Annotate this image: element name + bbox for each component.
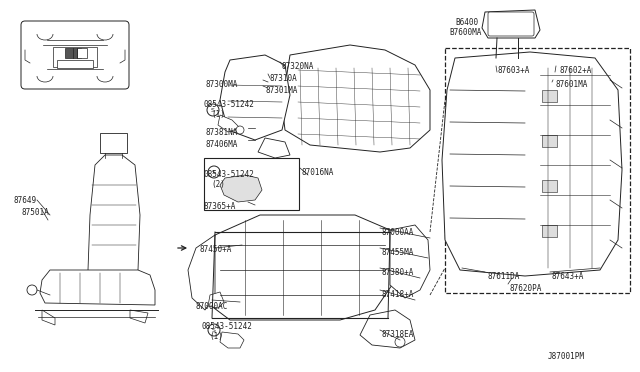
- Text: 87406MA: 87406MA: [205, 140, 237, 149]
- Text: 87000AA: 87000AA: [382, 228, 414, 237]
- Text: 87365+A: 87365+A: [204, 202, 236, 211]
- Circle shape: [236, 126, 244, 134]
- Bar: [445, 48, 630, 293]
- Bar: [77, 48, 87, 58]
- Bar: [542, 90, 557, 102]
- Bar: [57, 60, 93, 68]
- Polygon shape: [482, 10, 540, 38]
- Polygon shape: [258, 138, 290, 158]
- Text: 87418+A: 87418+A: [382, 290, 414, 299]
- Text: 87310A: 87310A: [270, 74, 298, 83]
- Text: (1): (1): [211, 110, 225, 119]
- Polygon shape: [220, 55, 290, 140]
- Text: 87320NA: 87320NA: [282, 62, 314, 71]
- Text: 87300MA: 87300MA: [205, 80, 237, 89]
- Bar: [204, 158, 299, 210]
- Polygon shape: [282, 45, 430, 152]
- Text: S: S: [212, 170, 216, 175]
- Text: (2): (2): [211, 180, 225, 189]
- Polygon shape: [220, 175, 262, 202]
- Text: 87603+A: 87603+A: [498, 66, 531, 75]
- Polygon shape: [390, 225, 430, 298]
- Text: 87620PA: 87620PA: [510, 284, 542, 293]
- Text: 87000AC: 87000AC: [196, 302, 228, 311]
- Bar: [542, 180, 557, 192]
- FancyBboxPatch shape: [21, 21, 129, 89]
- Circle shape: [208, 166, 220, 178]
- Text: 87501A: 87501A: [22, 208, 50, 217]
- Bar: [542, 225, 557, 237]
- Bar: [65, 48, 81, 58]
- Polygon shape: [218, 115, 240, 132]
- Text: 87381NA: 87381NA: [205, 128, 237, 137]
- FancyBboxPatch shape: [488, 12, 534, 36]
- Circle shape: [27, 285, 37, 295]
- Text: 08543-51242: 08543-51242: [202, 322, 253, 331]
- Text: 87016NA: 87016NA: [302, 168, 334, 177]
- Text: S: S: [211, 108, 215, 113]
- Text: 87318EA: 87318EA: [382, 330, 414, 339]
- Polygon shape: [188, 235, 215, 310]
- Text: B7600MA: B7600MA: [449, 28, 481, 37]
- Polygon shape: [360, 310, 415, 348]
- Polygon shape: [42, 310, 55, 325]
- Circle shape: [208, 324, 220, 336]
- Text: 08543-51242: 08543-51242: [204, 100, 255, 109]
- Text: 87601MA: 87601MA: [555, 80, 588, 89]
- Polygon shape: [220, 332, 244, 348]
- Polygon shape: [130, 310, 148, 323]
- Text: 87301MA: 87301MA: [265, 86, 298, 95]
- Bar: [542, 135, 557, 147]
- Circle shape: [207, 104, 219, 116]
- Text: S: S: [212, 328, 216, 333]
- Text: 87380+A: 87380+A: [382, 268, 414, 277]
- Text: 87602+A: 87602+A: [560, 66, 593, 75]
- Text: 87611DA: 87611DA: [487, 272, 520, 281]
- Text: 87455MA: 87455MA: [382, 248, 414, 257]
- Bar: [53, 47, 97, 67]
- Polygon shape: [88, 155, 140, 280]
- Polygon shape: [40, 270, 155, 305]
- Text: 87643+A: 87643+A: [552, 272, 584, 281]
- Text: J87001PM: J87001PM: [548, 352, 585, 361]
- Polygon shape: [442, 52, 622, 276]
- Text: (1): (1): [209, 332, 223, 341]
- Text: 87649: 87649: [14, 196, 37, 205]
- Polygon shape: [100, 133, 127, 153]
- Text: B6400: B6400: [455, 18, 478, 27]
- Text: 08543-51242: 08543-51242: [204, 170, 255, 179]
- Polygon shape: [208, 215, 392, 320]
- Circle shape: [395, 337, 405, 347]
- Polygon shape: [208, 292, 224, 308]
- Text: 87450+A: 87450+A: [200, 245, 232, 254]
